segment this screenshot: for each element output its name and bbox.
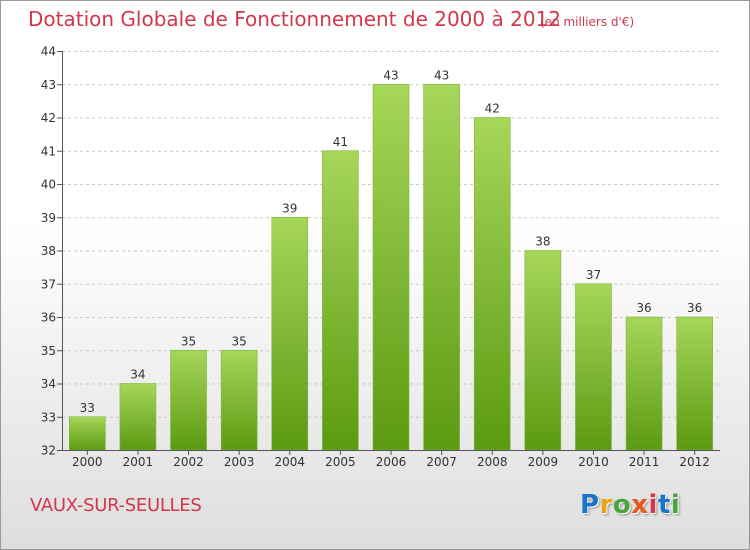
data-label-2001: 34: [130, 368, 145, 382]
logo-letter: P: [580, 490, 600, 520]
bar-2004: [271, 216, 309, 451]
bar-2008: [473, 117, 511, 451]
bar-2011: [625, 316, 663, 451]
bar-2003: [220, 349, 258, 451]
y-tick-label: 43: [41, 78, 56, 92]
x-tick-label-2004: 2004: [274, 455, 305, 469]
y-tick-label: 33: [41, 410, 56, 424]
x-tick-label-2005: 2005: [325, 455, 356, 469]
chart-subtitle: (en milliers d'€): [540, 15, 635, 29]
proxiti-logo: Proxiti: [580, 490, 680, 520]
bar-2001: [119, 383, 157, 451]
place-name: VAUX-SUR-SEULLES: [30, 495, 202, 516]
data-label-2012: 36: [687, 301, 702, 315]
bar-2009: [524, 250, 562, 451]
x-tick-label-2011: 2011: [629, 455, 660, 469]
y-tick-label: 37: [41, 277, 56, 291]
y-tick-label: 36: [41, 311, 56, 325]
y-tick-label: 40: [41, 178, 56, 192]
x-tick-label-2000: 2000: [72, 455, 103, 469]
data-label-2005: 41: [333, 135, 348, 149]
logo-letter: r: [599, 490, 613, 520]
y-tick-label: 32: [41, 444, 56, 458]
chart-title: Dotation Globale de Fonctionnement de 20…: [28, 7, 561, 31]
bar-2007: [423, 83, 460, 451]
data-label-2002: 35: [181, 334, 196, 348]
y-tick-label: 35: [41, 344, 56, 358]
x-tick-label-2002: 2002: [173, 455, 204, 469]
data-label-2007: 43: [434, 68, 449, 82]
y-tick-label: 42: [41, 111, 56, 125]
data-label-2008: 42: [485, 102, 500, 116]
bar-2000: [69, 416, 106, 451]
y-tick-label: 38: [41, 244, 56, 258]
bar-2010: [575, 283, 612, 451]
bar-2002: [170, 349, 207, 451]
logo-letter: i: [670, 490, 681, 520]
data-label-2009: 38: [535, 235, 550, 249]
axes: [57, 51, 720, 455]
labels: 32 33 34 35 36 37 38 39 40 41 42 43 44 33 2000 34 2001 35…: [41, 45, 710, 470]
x-tick-label-2012: 2012: [679, 455, 710, 469]
logo-letter: i: [648, 490, 658, 520]
x-tick-label-2009: 2009: [528, 455, 559, 469]
x-tick-label-2007: 2007: [426, 455, 457, 469]
data-label-2004: 39: [282, 201, 297, 215]
bars: [69, 83, 713, 451]
data-label-2003: 35: [232, 334, 247, 348]
logo-letter: x: [631, 490, 649, 520]
bar-2012: [676, 316, 713, 451]
logo-letter: o: [612, 490, 632, 520]
data-label-2010: 37: [586, 268, 601, 282]
x-tick-label-2006: 2006: [376, 455, 407, 469]
x-tick-label-2008: 2008: [477, 455, 508, 469]
y-tick-label: 39: [41, 211, 56, 225]
x-tick-label-2010: 2010: [578, 455, 609, 469]
data-label-2011: 36: [636, 301, 651, 315]
bar-2006: [372, 83, 410, 451]
bar-2005: [322, 150, 359, 451]
data-label-2000: 33: [80, 401, 95, 415]
logo-letter: t: [657, 490, 671, 520]
y-tick-label: 44: [41, 45, 56, 59]
y-tick-label: 34: [41, 377, 56, 391]
x-tick-label-2003: 2003: [224, 455, 255, 469]
x-tick-label-2001: 2001: [123, 455, 154, 469]
data-label-2006: 43: [383, 68, 398, 82]
y-tick-label: 41: [41, 144, 56, 158]
